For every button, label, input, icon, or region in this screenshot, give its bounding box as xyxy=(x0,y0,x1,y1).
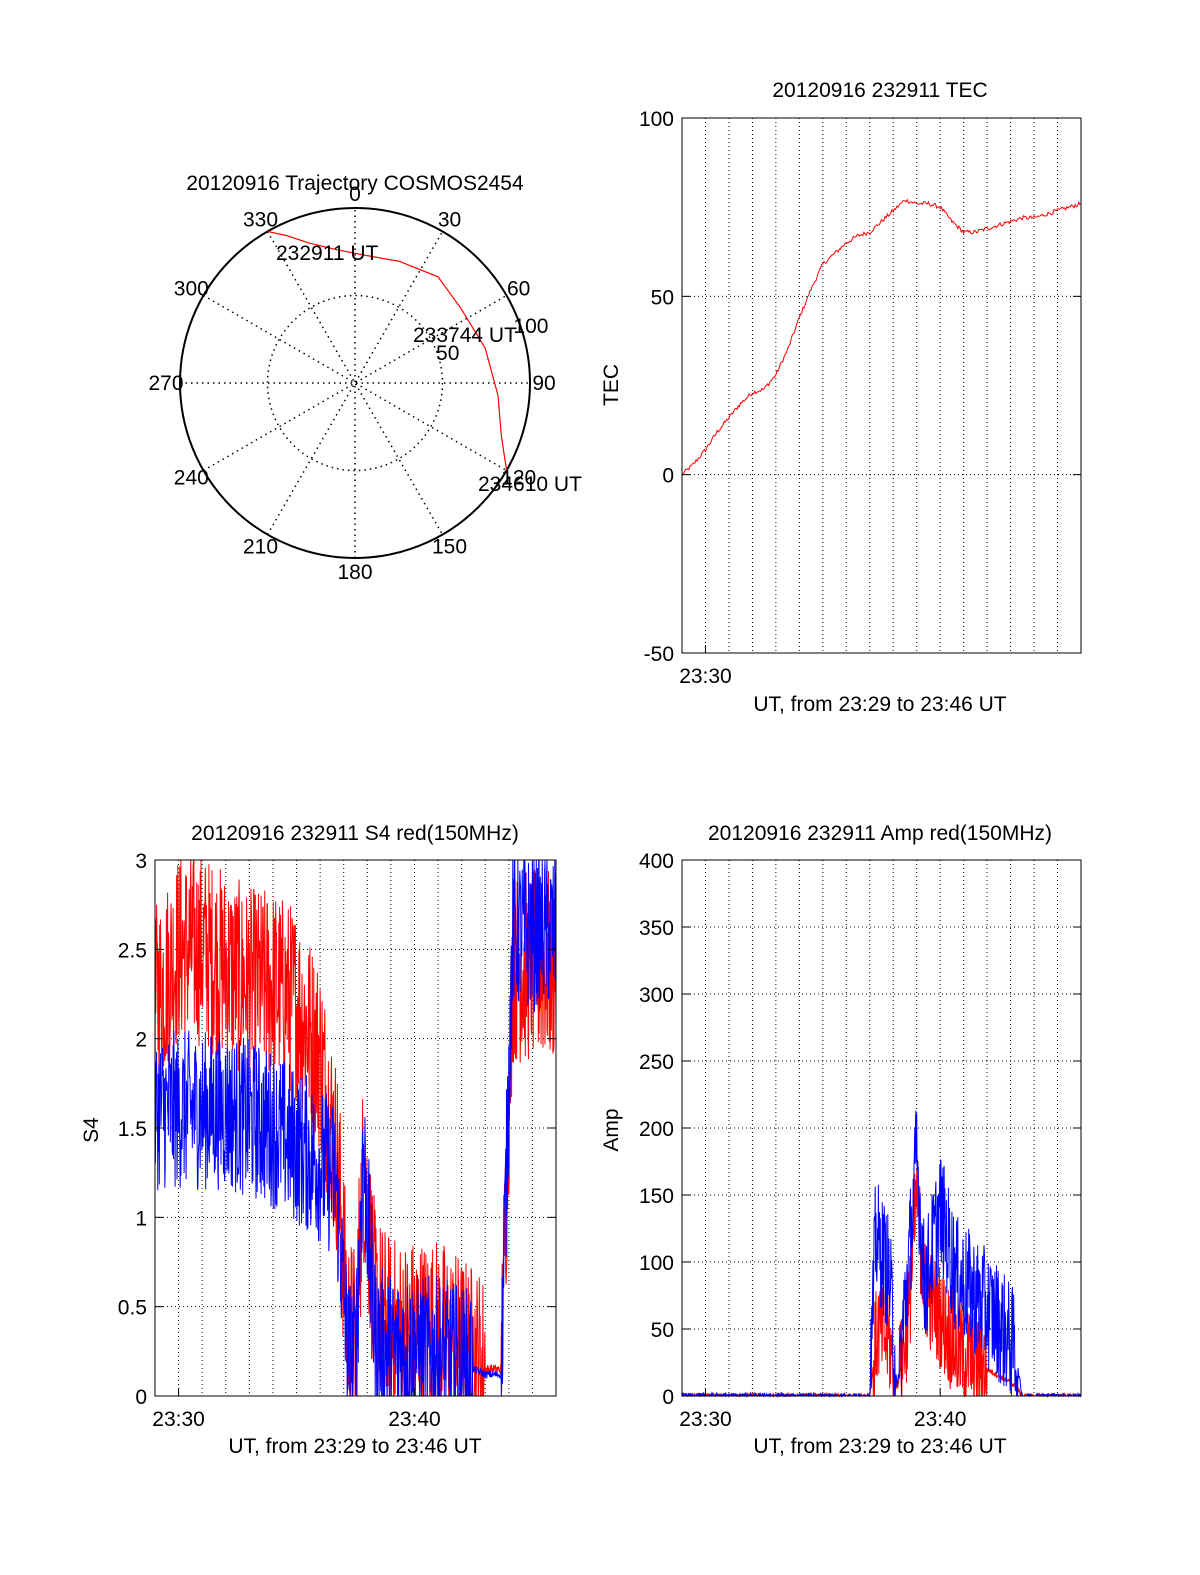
polar-grid-circle xyxy=(266,294,444,472)
polar-angle-label: 180 xyxy=(337,561,372,584)
polar-angle-label: 30 xyxy=(438,208,461,231)
tec-series xyxy=(681,198,1082,476)
x-tick-label: 23:30 xyxy=(679,665,732,688)
y-tick-label: 150 xyxy=(639,1185,674,1208)
annotation-start-time: 232911 UT xyxy=(276,242,379,265)
tec-tick-labels: -50 0 50 100 23:30 xyxy=(639,108,1081,688)
polar-grid-spoke xyxy=(266,231,444,535)
polar-grid-spoke xyxy=(203,294,507,472)
x-tick-label: 23:40 xyxy=(914,1408,967,1431)
y-tick-label: 3 xyxy=(135,850,147,873)
y-tick-label: 350 xyxy=(639,917,674,940)
s4-xlabel: UT, from 23:29 to 23:46 UT xyxy=(228,1435,481,1458)
y-tick-label: 2.5 xyxy=(118,939,147,962)
amp-series xyxy=(681,1110,1082,1398)
y-tick-label: 300 xyxy=(639,984,674,1007)
amp-ylabel: Amp xyxy=(600,1108,623,1151)
tec-plot-frame xyxy=(681,117,1082,654)
polar-angle-label: 150 xyxy=(432,536,467,559)
y-tick-label: 0 xyxy=(662,465,674,488)
x-tick-label: 23:30 xyxy=(152,1408,205,1431)
amp-title: 20120916 232911 Amp red(150MHz) xyxy=(708,822,1052,845)
polar-angle-label: 270 xyxy=(148,372,183,395)
tec-panel: 20120916 232911 TEC -50 0 50 100 23:30 TEC U… xyxy=(600,79,1082,716)
polar-angle-label: 330 xyxy=(243,208,278,231)
x-tick-label: 23:30 xyxy=(679,1408,732,1431)
y-tick-label: 1.5 xyxy=(118,1118,147,1141)
tec-grid xyxy=(682,117,1081,654)
series-line xyxy=(154,859,557,1397)
polar-outer-circle xyxy=(179,207,531,559)
x-tick-label: 23:40 xyxy=(388,1408,441,1431)
y-tick-label: 50 xyxy=(651,286,674,309)
polar-grid xyxy=(180,208,530,558)
s4-tick-labels: 0 0.5 1 1.5 2 2.5 3 23:30 23:40 xyxy=(118,850,556,1431)
s4-title: 20120916 232911 S4 red(150MHz) xyxy=(191,822,519,845)
y-tick-label: 50 xyxy=(651,1319,674,1342)
y-tick-label: 100 xyxy=(639,1252,674,1275)
polar-angle-label: 60 xyxy=(507,278,530,301)
y-tick-label: 400 xyxy=(639,850,674,873)
y-tick-label: 0.5 xyxy=(118,1297,147,1320)
y-tick-label: 1 xyxy=(135,1207,147,1230)
polar-angle-label: 90 xyxy=(532,372,555,395)
polar-radial-label: 100 xyxy=(513,315,548,338)
polar-angle-label: 0 xyxy=(349,183,361,206)
polar-trajectory-panel: 20120916 Trajectory COSMOS2454 0 30 60 90 12… xyxy=(148,172,582,584)
s4-panel: 20120916 232911 S4 red(150MHz) 0 0.5 1 1.5 2… xyxy=(80,822,557,1458)
tec-title: 20120916 232911 TEC xyxy=(772,79,987,102)
amp-panel: 20120916 232911 Amp red(150MHz) 0 50 100 15… xyxy=(600,822,1082,1458)
polar-angle-label: 120 xyxy=(501,467,536,490)
amp-tick-labels: 0 50 100 150 200 250 300 350 400 23:30 23:40 xyxy=(639,850,1081,1431)
y-tick-label: 250 xyxy=(639,1051,674,1074)
trajectory-line xyxy=(267,230,508,471)
polar-radial-label: 50 xyxy=(436,342,459,365)
polar-grid-spoke xyxy=(203,294,507,472)
polar-angle-labels: 0 30 60 90 120 150 180 210 240 270 300 330 xyxy=(148,183,555,584)
polar-angle-label: 300 xyxy=(174,278,209,301)
tec-ylabel: TEC xyxy=(600,364,623,406)
polar-grid-spoke xyxy=(266,231,444,535)
y-tick-label: 0 xyxy=(662,1386,674,1409)
y-tick-label: 200 xyxy=(639,1118,674,1141)
series-line xyxy=(681,198,1082,476)
s4-series xyxy=(154,859,557,1397)
polar-radial-labels: 50 100 xyxy=(436,315,548,365)
y-tick-label: 0 xyxy=(135,1386,147,1409)
polar-title: 20120916 Trajectory COSMOS2454 xyxy=(186,172,524,195)
amp-grid xyxy=(682,859,1081,1397)
y-tick-label: 100 xyxy=(639,108,674,131)
tec-xlabel: UT, from 23:29 to 23:46 UT xyxy=(753,693,1006,716)
annotation-mid-time: 233744 UT xyxy=(413,324,517,347)
y-tick-label: 2 xyxy=(135,1029,147,1052)
annotation-end-time: 234610 UT xyxy=(478,473,582,496)
polar-angle-label: 210 xyxy=(243,536,278,559)
s4-ylabel: S4 xyxy=(80,1117,103,1143)
amp-xlabel: UT, from 23:29 to 23:46 UT xyxy=(753,1435,1006,1458)
polar-angle-label: 240 xyxy=(174,467,209,490)
y-tick-label: -50 xyxy=(644,643,674,666)
